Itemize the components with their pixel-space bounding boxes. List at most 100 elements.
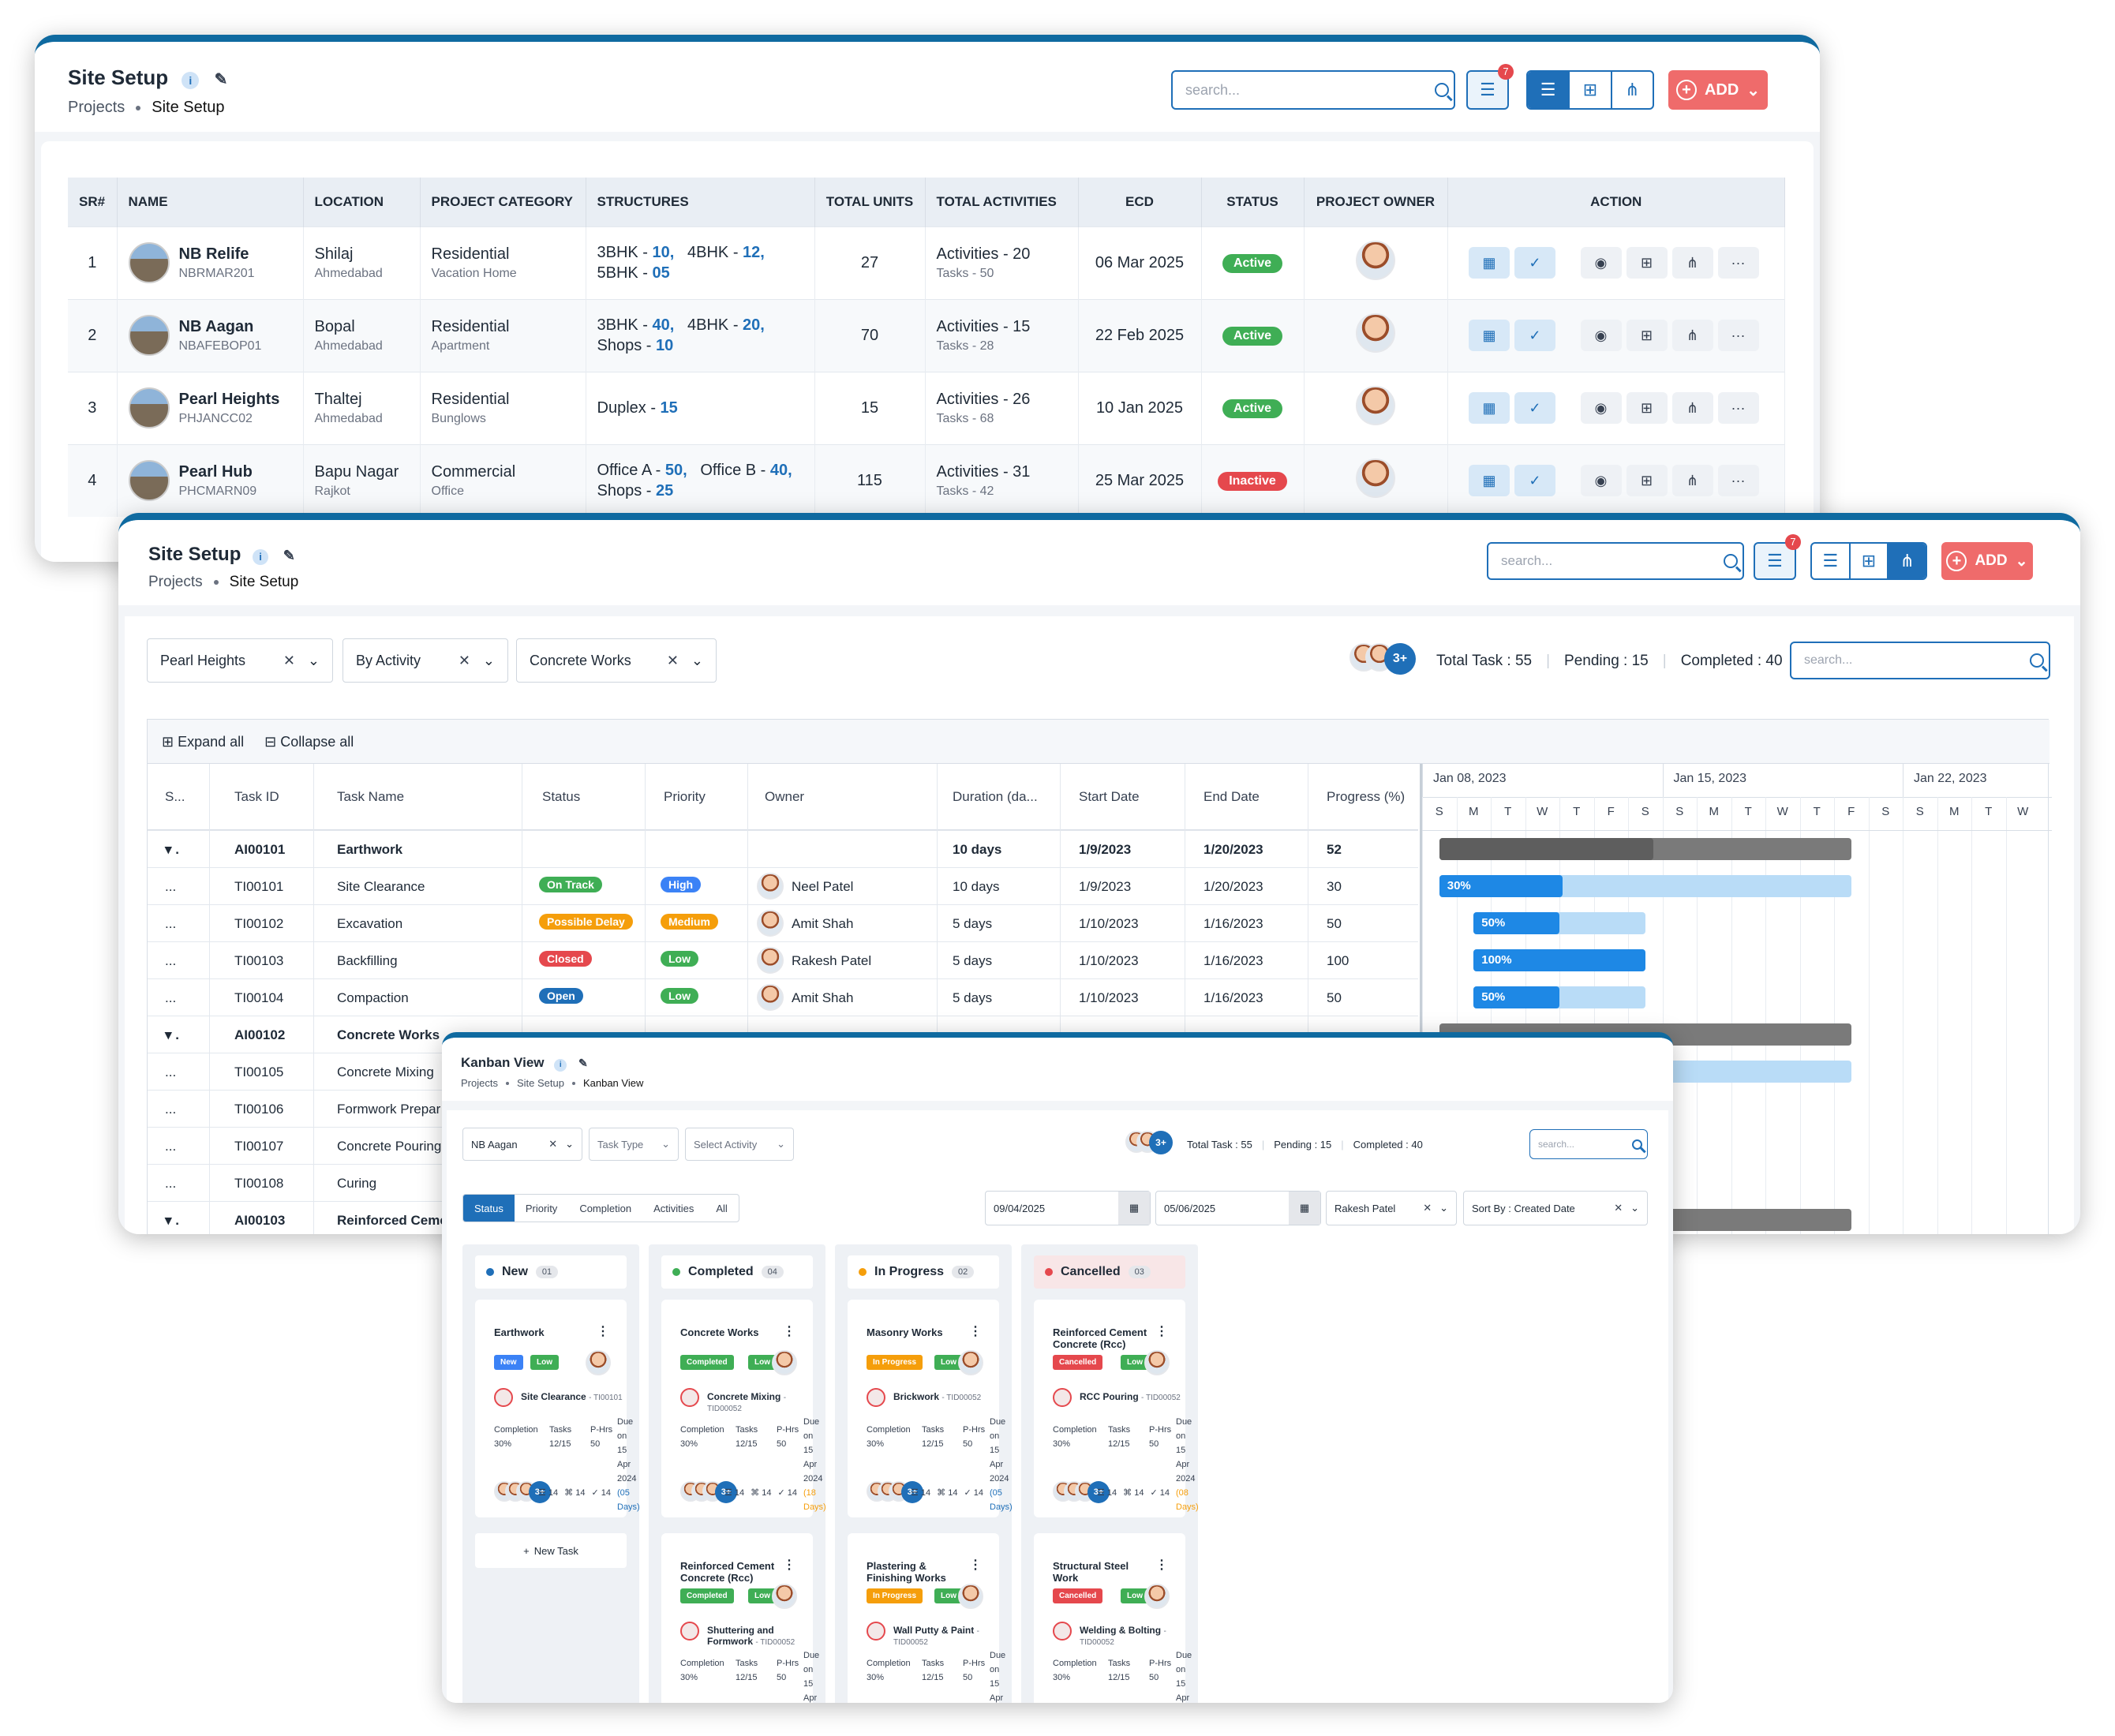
avatar[interactable] <box>1356 313 1395 353</box>
calendar-icon[interactable]: ▦ <box>1289 1192 1320 1225</box>
task-row[interactable]: ▾ . AI00101 Earthwork 10 days 1/9/2023 1/20/2… <box>148 830 1418 867</box>
project-name[interactable]: NB Relife <box>178 245 249 263</box>
task-card[interactable]: Reinforced Cement Concrete (Rcc) ⋮ Cance… <box>1034 1300 1199 1517</box>
tab-activities[interactable]: Activities <box>653 1202 694 1214</box>
project-name[interactable]: Pearl Heights <box>178 390 280 408</box>
column-header[interactable]: End Date <box>1203 789 1260 804</box>
task-row[interactable]: ▾ . AI00102 Concrete Works <box>148 1016 1418 1053</box>
task-type-select[interactable]: Task Type ⌄ <box>589 1128 679 1161</box>
task-row[interactable]: ... TI00104 Compaction Open Low Amit Shah 5 da… <box>148 978 1418 1016</box>
more-icon[interactable]: ⋮ <box>597 1325 609 1338</box>
more-icon[interactable]: ⋮ <box>969 1325 982 1338</box>
pin-icon[interactable]: ✎ <box>283 548 295 563</box>
col-owner[interactable]: PROJECT OWNER <box>1304 178 1448 226</box>
project-name[interactable]: NB Aagan <box>178 317 254 335</box>
column-header[interactable]: Start Date <box>1079 789 1140 804</box>
name-cell[interactable]: Pearl Heights PHJANCC02 <box>117 371 304 444</box>
calendar-icon[interactable]: ▦ <box>1468 465 1510 497</box>
tab-completion[interactable]: Completion <box>579 1202 632 1214</box>
more-icon[interactable]: ⋮ <box>783 1558 795 1572</box>
task-card[interactable]: Concrete Works ⋮ Completed Low Concrete … <box>661 1300 826 1517</box>
col-units[interactable]: TOTAL UNITS <box>814 178 926 226</box>
expand-all-button[interactable]: ⊞ Expand all <box>162 734 245 750</box>
task-card[interactable]: Earthwork ⋮ New Low Site Clearance - TI0… <box>475 1300 640 1517</box>
task-card[interactable]: Structural Steel Work ⋮ Cancelled Low We… <box>1034 1533 1192 1703</box>
eye-icon[interactable]: ◉ <box>1580 320 1622 351</box>
list-view-icon[interactable]: ☰ <box>1528 72 1570 108</box>
filter-button[interactable]: ☰ <box>1754 542 1796 580</box>
avatar[interactable] <box>1356 458 1395 499</box>
info-icon[interactable]: i <box>554 1059 567 1072</box>
column-header[interactable]: Status <box>542 789 581 804</box>
subtask-title[interactable]: Concrete Mixing - TID00052 <box>707 1391 787 1413</box>
col-status[interactable]: STATUS <box>1201 178 1305 226</box>
check-circle-icon[interactable]: ✓ <box>1514 392 1555 424</box>
search-input[interactable]: search... <box>1487 542 1744 580</box>
avatar[interactable] <box>1356 386 1395 425</box>
clear-icon[interactable]: ✕ <box>458 652 470 668</box>
column-header[interactable]: Progress (%) <box>1327 789 1406 804</box>
add-button[interactable]: + ADD ⌄ <box>1668 70 1768 110</box>
table-row[interactable]: 2 NB Aagan NBAFEBOP01 Bopal Ahmedabad Resi… <box>68 298 1785 372</box>
start-date-input[interactable]: 09/04/2025 ▦ <box>985 1191 1151 1225</box>
clear-icon[interactable]: ✕ <box>283 652 295 668</box>
project-select[interactable]: NB Aagan ✕ ⌄ <box>462 1128 582 1161</box>
calendar-icon[interactable]: ▦ <box>1468 247 1510 279</box>
hierarchy-icon[interactable]: ⊞ <box>1626 392 1668 424</box>
hierarchy-icon[interactable]: ⊞ <box>1626 465 1668 497</box>
more-icon[interactable]: ··· <box>1717 320 1759 351</box>
tab-priority[interactable]: Priority <box>525 1202 558 1214</box>
check-circle-icon[interactable]: ✓ <box>1514 465 1555 497</box>
table-row[interactable]: 3 Pearl Heights PHJANCC02 Thaltej Ahmedaba… <box>68 371 1785 444</box>
project-name[interactable]: Pearl Hub <box>178 462 253 481</box>
clear-icon[interactable]: ✕ <box>666 652 679 668</box>
pin-icon[interactable]: ✎ <box>578 1057 588 1069</box>
subtask-title[interactable]: Welding & Bolting - TID00052 <box>1080 1625 1166 1647</box>
check-circle-icon[interactable]: ✓ <box>1514 247 1555 279</box>
subtask-title[interactable]: RCC Pouring - TID00052 <box>1080 1391 1181 1402</box>
clear-icon[interactable]: ✕ <box>1423 1202 1432 1214</box>
list-view-icon[interactable]: ☰ <box>1812 544 1851 578</box>
eye-icon[interactable]: ◉ <box>1580 247 1622 279</box>
calendar-icon[interactable]: ▦ <box>1468 392 1510 424</box>
task-row[interactable]: ... TI00101 Site Clearance On Track High Neel… <box>148 867 1418 904</box>
col-structures[interactable]: STRUCTURES <box>586 178 815 226</box>
more-icon[interactable]: ··· <box>1717 392 1759 424</box>
name-cell[interactable]: NB Relife NBRMAR201 <box>117 226 304 299</box>
end-date-input[interactable]: 05/06/2025 ▦ <box>1155 1191 1321 1225</box>
name-cell[interactable]: NB Aagan NBAFEBOP01 <box>117 298 304 372</box>
owner-select[interactable]: Rakesh Patel ✕ ⌄ <box>1326 1191 1457 1225</box>
column-header[interactable]: Owner <box>765 789 805 804</box>
search-input[interactable]: search... <box>1529 1129 1648 1159</box>
task-row[interactable]: ... TI00102 Excavation Possible Delay Medium… <box>148 904 1418 941</box>
column-header[interactable]: S... <box>165 789 185 804</box>
task-card[interactable]: Plastering & Finishing Works ⋮ In Progre… <box>848 1533 1005 1703</box>
column-header[interactable]: Duration (da... <box>953 789 1038 804</box>
more-icon[interactable]: ··· <box>1717 247 1759 279</box>
hierarchy-view-icon[interactable]: ⊞ <box>1570 72 1612 108</box>
project-select[interactable]: Pearl Heights ✕ ⌄ <box>147 638 333 683</box>
flow-icon[interactable]: ⋔ <box>1671 247 1713 279</box>
eye-icon[interactable]: ◉ <box>1580 392 1622 424</box>
col-activities[interactable]: TOTAL ACTIVITIES <box>925 178 1079 226</box>
info-icon[interactable]: i <box>253 549 269 565</box>
more-icon[interactable]: ⋮ <box>969 1558 982 1572</box>
search-input[interactable]: search... <box>1171 70 1455 110</box>
activity-select[interactable]: Concrete Works ✕ ⌄ <box>516 638 717 683</box>
flow-icon[interactable]: ⋔ <box>1671 465 1713 497</box>
tab-all[interactable]: All <box>716 1202 728 1214</box>
more-icon[interactable]: ··· <box>1717 465 1759 497</box>
subtask-title[interactable]: Site Clearance - TI00101 <box>521 1391 623 1402</box>
task-card[interactable]: Reinforced Cement Concrete (Rcc) ⋮ Compl… <box>661 1533 819 1703</box>
col-category[interactable]: PROJECT CATEGORY <box>420 178 586 226</box>
check-circle-icon[interactable]: ✓ <box>1514 320 1555 351</box>
sort-select[interactable]: Sort By : Created Date ✕ ⌄ <box>1463 1191 1648 1225</box>
eye-icon[interactable]: ◉ <box>1580 465 1622 497</box>
new-task-button[interactable]: + New Task <box>475 1533 627 1568</box>
table-row[interactable]: 4 Pearl Hub PHCMARN09 Bapu Nagar Rajkot Co… <box>68 443 1785 517</box>
more-icon[interactable]: ⋮ <box>1155 1558 1168 1572</box>
task-row[interactable]: ... TI00103 Backfilling Closed Low Rakesh Pat… <box>148 941 1418 978</box>
assignee-avatars[interactable]: 3+ <box>1053 1481 1116 1505</box>
clear-icon[interactable]: ✕ <box>548 1138 558 1150</box>
subtask-title[interactable]: Wall Putty & Paint - TID00052 <box>893 1625 979 1647</box>
